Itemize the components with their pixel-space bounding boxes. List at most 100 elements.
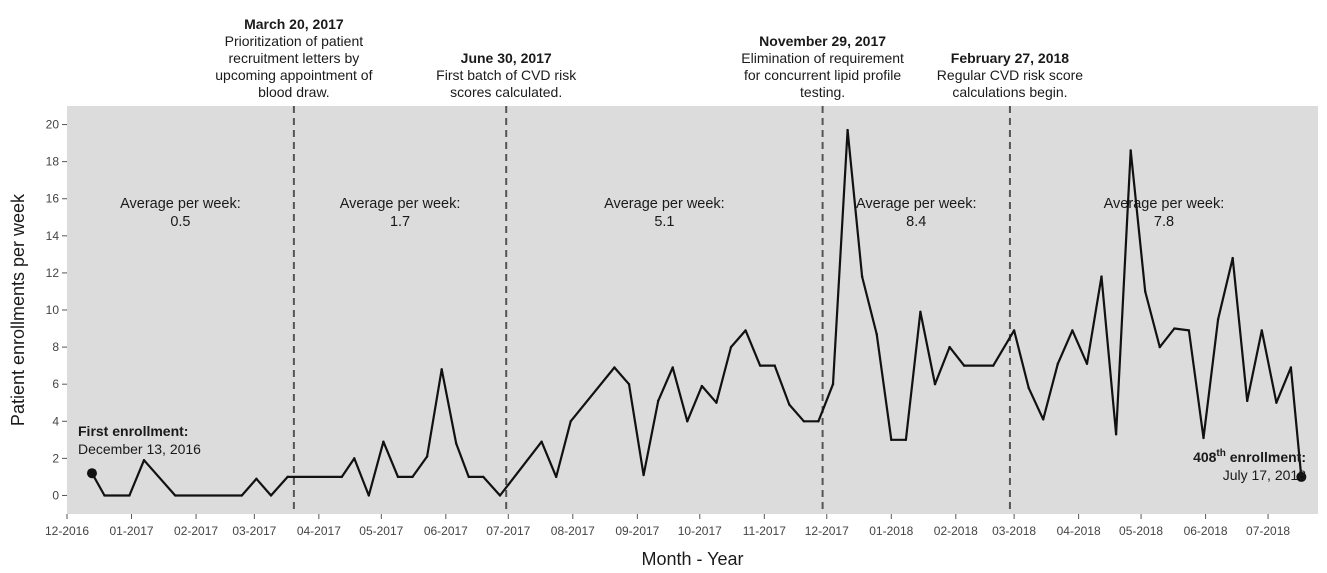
data-point (875, 332, 878, 336)
average-label: Average per week: (340, 196, 461, 212)
y-tick-label: 6 (52, 377, 59, 391)
plot-background (67, 106, 1318, 514)
data-point (382, 440, 385, 443)
data-point (286, 475, 289, 479)
x-tick-label: 02-2018 (934, 524, 978, 538)
data-point (817, 420, 820, 423)
x-axis: 12-2016 01-2017 02-2017 03-2017 04-2017 05-20… (45, 514, 1290, 538)
event-description: Regular CVD risk score (937, 67, 1083, 83)
event-description: blood draw. (258, 84, 330, 100)
first-enrollment-title: First enrollment: (78, 423, 188, 439)
event-date: November 29, 2017 (759, 33, 886, 49)
x-tick-label: 03-2017 (232, 524, 276, 538)
y-tick-label: 16 (46, 192, 60, 206)
x-tick-label: 05-2018 (1119, 524, 1163, 538)
data-point (904, 438, 908, 442)
data-point (744, 329, 747, 332)
data-point (482, 475, 485, 479)
data-point (1144, 290, 1147, 293)
last-enrollment-title: 408th enrollment: (1193, 448, 1306, 465)
x-tick-label: 07-2018 (1246, 524, 1290, 538)
data-point (1085, 362, 1089, 365)
y-tick-label: 10 (46, 303, 60, 317)
x-tick-label: 04-2018 (1057, 524, 1101, 538)
y-tick-label: 4 (52, 414, 59, 428)
endpoint-marker (1296, 471, 1307, 482)
data-point (948, 345, 951, 349)
data-point (467, 475, 470, 479)
event-description: scores calculated. (450, 84, 562, 100)
x-tick-label: 01-2017 (110, 524, 154, 538)
data-point (1260, 329, 1263, 332)
data-point (656, 399, 660, 403)
data-point (455, 442, 458, 445)
data-point (933, 382, 937, 386)
data-point (411, 475, 414, 479)
data-point (1012, 329, 1016, 332)
event-date: June 30, 2017 (461, 50, 552, 66)
average-value: 8.4 (906, 214, 926, 230)
last-enrollment-suffix: th (1216, 448, 1225, 459)
x-tick-label: 03-2018 (992, 524, 1036, 538)
data-point (1202, 436, 1205, 440)
data-point (1114, 433, 1118, 436)
endpoint-annotations: First enrollment: December 13, 2016 408th … (78, 423, 1307, 483)
data-point (613, 366, 616, 369)
data-point (569, 420, 572, 423)
x-tick-label: 06-2018 (1184, 524, 1228, 538)
event-description: recruitment letters by (229, 50, 360, 66)
average-value: 1.7 (390, 214, 410, 230)
data-point (353, 457, 356, 460)
event-description: calculations begin. (952, 84, 1067, 100)
data-point (831, 382, 835, 386)
data-point (255, 477, 258, 480)
data-point (240, 494, 244, 497)
x-tick-label: 11-2017 (743, 524, 786, 538)
data-point (540, 440, 543, 443)
data-point (128, 494, 131, 497)
event-date: March 20, 2017 (244, 16, 344, 32)
average-value: 0.5 (170, 214, 190, 230)
x-tick-label: 05-2017 (359, 524, 403, 538)
y-tick-label: 14 (46, 229, 60, 243)
x-tick-label: 01-2018 (869, 524, 913, 538)
data-point (1173, 327, 1176, 330)
data-point (773, 364, 776, 367)
data-point (367, 494, 371, 497)
x-tick-label: 09-2017 (615, 524, 659, 538)
x-tick-label: 07-2017 (486, 524, 530, 538)
event-lines (292, 106, 1011, 514)
data-point (846, 128, 849, 132)
data-point (174, 494, 177, 497)
y-tick-label: 20 (46, 118, 60, 132)
data-point (729, 345, 733, 349)
average-value: 7.8 (1154, 214, 1174, 230)
y-tick-label: 18 (46, 155, 60, 169)
data-point (1100, 275, 1103, 278)
data-point (269, 494, 273, 497)
y-tick-label: 12 (46, 266, 60, 280)
last-enrollment-number: 408 (1193, 449, 1217, 465)
event-date: February 27, 2018 (951, 50, 1070, 66)
first-enrollment-date: December 13, 2016 (78, 441, 201, 457)
last-enrollment-date: July 17, 2018 (1223, 467, 1306, 483)
y-axis: 0 2 4 6 8 10 12 14 16 18 20 (46, 118, 67, 502)
data-point (1158, 345, 1162, 349)
y-tick-label: 2 (52, 451, 59, 465)
data-point (1187, 329, 1191, 332)
event-description: First batch of CVD risk (436, 67, 577, 83)
average-label: Average per week: (604, 196, 725, 212)
x-tick-label: 12-2017 (805, 524, 849, 538)
data-point (103, 494, 106, 497)
last-enrollment-title-rest: enrollment: (1226, 449, 1306, 465)
endpoint-marker (86, 468, 97, 479)
x-tick-label: 08-2017 (551, 524, 595, 538)
x-tick-label: 12-2016 (45, 524, 89, 538)
data-point (1056, 362, 1060, 365)
data-point (642, 473, 645, 477)
event-description: upcoming appointment of (215, 67, 372, 83)
data-point (700, 384, 704, 388)
data-point (890, 438, 893, 442)
y-tick-label: 0 (52, 488, 59, 502)
